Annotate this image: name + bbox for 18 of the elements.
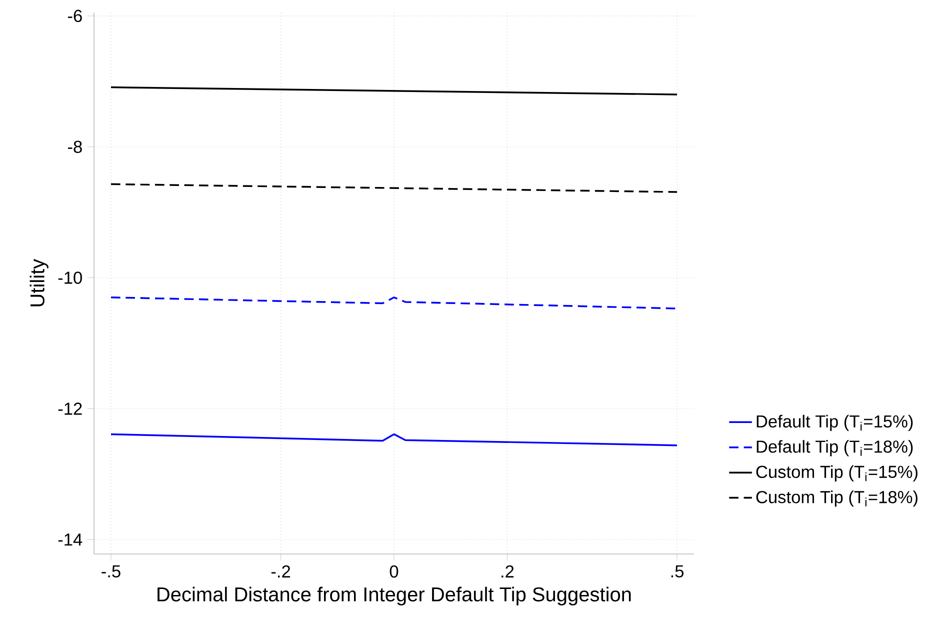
line-series	[110, 296, 678, 310]
y-tick-label: -8	[68, 140, 82, 153]
x-tick-label: 0	[390, 565, 398, 578]
x-tick-label: .5	[671, 565, 684, 578]
x-axis-title: Decimal Distance from Integer Default Tip Suggestion	[158, 586, 631, 606]
legend-label: Custom Tip (T$_{i}$=15%)	[756, 465, 918, 482]
y-tick-label: -14	[58, 534, 82, 546]
y-tick-label: -12	[58, 402, 82, 415]
y-tick-label: -6	[68, 10, 82, 22]
line-series	[110, 433, 678, 446]
x-tick-label: .2	[502, 565, 514, 578]
legend-label: Custom Tip (T$_{i}$=18%)	[756, 490, 918, 507]
x-tick-label: -.5	[102, 565, 120, 578]
legend-label: Default Tip (T$_{i}$=18%)	[756, 440, 913, 456]
y-tick-label: -10	[58, 272, 82, 284]
legend-label: Default Tip (T$_{i}$=15%)	[756, 414, 913, 431]
y-axis-title: Utility	[30, 258, 48, 306]
x-tick-label: -.2	[271, 565, 290, 578]
